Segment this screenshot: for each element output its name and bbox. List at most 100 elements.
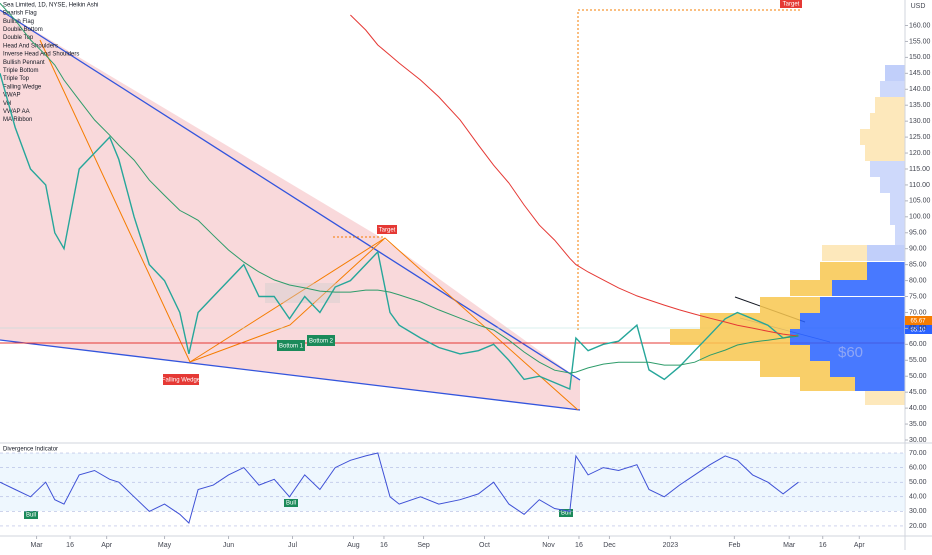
y-tick-label: 130.00 xyxy=(909,118,931,125)
legend-item: VWAP xyxy=(3,93,20,99)
y-tick-label: 155.00 xyxy=(909,38,931,45)
bull-label: Bull xyxy=(26,513,36,519)
y-tick-label: 50.00 xyxy=(909,479,927,486)
y-tick-label: 160.00 xyxy=(909,22,931,29)
legend-item: MA Ribbon xyxy=(3,117,32,123)
y-tick-label: 120.00 xyxy=(909,150,931,157)
wedge-lower xyxy=(0,339,581,411)
y-tick-label: 40.00 xyxy=(909,494,927,501)
legend-item: Head And Shoulders xyxy=(3,43,58,49)
target-label: Target xyxy=(379,228,396,234)
price-line xyxy=(0,73,799,391)
x-tick-label: Mar xyxy=(31,542,44,549)
bull-box xyxy=(24,511,38,519)
bull-label: Bull xyxy=(286,501,296,507)
x-tick-label: Aug xyxy=(347,542,360,549)
legend-item: Triple Bottom xyxy=(3,68,38,74)
moving-average xyxy=(350,14,799,337)
y-tick-label: 50.00 xyxy=(909,373,927,380)
legend-item: VWAP AA xyxy=(3,109,30,115)
y-tick-label: 55.00 xyxy=(909,357,927,364)
y-tick-label: 20.00 xyxy=(909,523,927,530)
x-tick-label: Nov xyxy=(542,542,555,549)
y-tick-label: 70.00 xyxy=(909,450,927,457)
y-tick-label: 35.00 xyxy=(909,421,927,428)
last-price-box xyxy=(905,316,932,325)
y-tick-label: 90.00 xyxy=(909,246,927,253)
y-tick-label: 135.00 xyxy=(909,102,931,109)
x-tick-label: 16 xyxy=(819,542,827,549)
y-tick-label: 85.00 xyxy=(909,261,927,268)
legend-item: Inverse Head And Shoulders xyxy=(3,52,79,58)
x-tick-label: Jul xyxy=(288,542,297,549)
y-tick-label: 75.00 xyxy=(909,293,927,300)
bull-label: Bull xyxy=(561,511,571,517)
legend-item: Bearish Flag xyxy=(3,11,37,17)
wedge-area xyxy=(0,10,580,410)
pattern-box xyxy=(163,374,199,385)
price-target-label: $60 xyxy=(838,344,863,361)
y-tick-label: 30.00 xyxy=(909,508,927,515)
x-tick-label: 16 xyxy=(575,542,583,549)
last-price-box xyxy=(905,325,932,334)
legend-item: Vol xyxy=(3,101,11,107)
bottom-box xyxy=(307,335,335,346)
currency: USD xyxy=(911,3,926,10)
x-tick-label: Mar xyxy=(783,542,796,549)
y-tick-label: 80.00 xyxy=(909,277,927,284)
target-box xyxy=(377,225,397,234)
target-label: Target xyxy=(783,2,800,8)
y-tick-label: 105.00 xyxy=(909,198,931,205)
y-tick-label: 110.00 xyxy=(909,182,930,189)
y-tick-label: 45.00 xyxy=(909,389,927,396)
legend-item: Falling Wedge xyxy=(3,84,42,90)
bottom-label: Bottom 2 xyxy=(309,339,334,345)
wedge-upper xyxy=(0,9,581,381)
moving-average xyxy=(0,2,799,374)
x-tick-label: Sep xyxy=(417,542,430,549)
target-guide xyxy=(577,9,800,330)
y-tick-label: 100.00 xyxy=(909,214,931,221)
bottom-label: Bottom 1 xyxy=(279,344,304,350)
double-bottom-zone xyxy=(265,283,340,303)
legend-item: Bullish Pennant xyxy=(3,60,45,66)
x-tick-label: 16 xyxy=(380,542,388,549)
x-tick-label: Dec xyxy=(603,542,616,549)
bull-box xyxy=(284,499,298,507)
y-tick-label: 145.00 xyxy=(909,70,931,77)
legend-item: Double Top xyxy=(3,35,34,41)
zigzag xyxy=(39,39,579,411)
y-tick-label: 70.00 xyxy=(909,309,927,316)
legend-item: Triple Top xyxy=(3,76,30,82)
pattern-label: Falling Wedge xyxy=(162,378,201,384)
last-price: 65.10 xyxy=(910,328,926,334)
last-price: 65.67 xyxy=(910,319,926,325)
y-tick-label: 30.00 xyxy=(909,437,927,444)
x-tick-label: Apr xyxy=(101,542,113,549)
x-tick-label: Feb xyxy=(728,542,740,549)
x-tick-label: 16 xyxy=(66,542,74,549)
y-tick-label: 60.00 xyxy=(909,464,927,471)
y-tick-label: 65.00 xyxy=(909,325,927,332)
x-tick-label: Oct xyxy=(479,542,490,549)
y-tick-label: 40.00 xyxy=(909,405,927,412)
bull-box xyxy=(559,509,573,517)
y-tick-label: 115.00 xyxy=(909,166,930,173)
indicator-title: Divergence Indicator xyxy=(3,447,58,453)
legend-item: Bullish Flag xyxy=(3,19,34,25)
target-box xyxy=(780,0,802,8)
y-tick-label: 125.00 xyxy=(909,134,931,141)
y-tick-label: 60.00 xyxy=(909,341,927,348)
y-tick-label: 140.00 xyxy=(909,86,931,93)
y-tick-label: 95.00 xyxy=(909,230,927,237)
bottom-box xyxy=(277,340,305,351)
x-tick-label: Jun xyxy=(223,542,234,549)
pattern-leg xyxy=(189,237,386,363)
x-tick-label: 2023 xyxy=(663,542,679,549)
volume-profile xyxy=(670,65,905,405)
chart-title: Sea Limited, 1D, NYSE, Heikin Ashi xyxy=(3,3,98,9)
indicator-line xyxy=(0,452,799,524)
y-tick-label: 150.00 xyxy=(909,54,931,61)
x-tick-label: May xyxy=(158,542,172,549)
